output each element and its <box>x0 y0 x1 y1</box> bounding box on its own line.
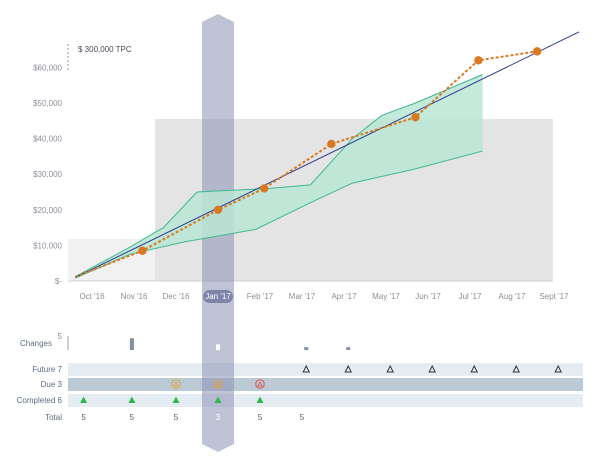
due-milestone-glyph <box>173 381 179 387</box>
y-tick-label: $40,000 <box>33 135 62 144</box>
changes-bar[interactable] <box>346 347 351 350</box>
x-tick-label: Feb '17 <box>247 292 274 301</box>
due-milestone-icon[interactable] <box>171 379 181 389</box>
x-tick-label: Dec '16 <box>163 292 190 301</box>
due-milestone-icon[interactable] <box>255 379 265 389</box>
tracker-row-label: Future 7 <box>32 365 62 374</box>
future-milestone-icon[interactable] <box>302 364 311 373</box>
x-tick-label: Jun '17 <box>415 292 441 301</box>
completed-milestone-icon[interactable] <box>128 396 136 404</box>
changes-label: Changes <box>20 339 52 348</box>
future-milestone-icon[interactable] <box>554 364 563 373</box>
total-value: 5 <box>300 413 305 422</box>
x-axis: Oct '16 Nov '16 Dec '16 Jan '17 Feb '17 Mar '… <box>79 290 569 303</box>
actual-data-point[interactable] <box>411 113 420 122</box>
due-milestone-glyph <box>257 381 263 387</box>
completed-milestone-icon[interactable] <box>80 396 88 404</box>
y-tick-label: $- <box>55 277 62 286</box>
x-tick-label: Aug '17 <box>499 292 526 301</box>
actual-data-point[interactable] <box>213 205 223 214</box>
actual-data-point[interactable] <box>327 139 336 149</box>
tracker-row-future <box>68 363 583 376</box>
forecast-band <box>75 74 483 279</box>
actual-data-point[interactable] <box>474 56 483 65</box>
x-tick-label: Apr '17 <box>331 292 357 301</box>
x-tick-label: Oct '16 <box>79 292 105 301</box>
forecast-band-upper <box>74 74 483 278</box>
plot-area <box>74 31 580 279</box>
x-tick-label: Nov '16 <box>121 292 148 301</box>
due-milestone-glyph <box>215 381 221 387</box>
x-tick-label: Mar '17 <box>289 292 316 301</box>
y-tick-label: $60,000 <box>33 63 62 72</box>
total-value: 5 <box>174 413 179 422</box>
changes-axis-max: 5 <box>58 332 63 341</box>
due-milestone-icon[interactable] <box>213 379 223 389</box>
y-tick-label: $20,000 <box>33 206 62 215</box>
x-tick-label: Sept '17 <box>539 292 569 301</box>
tracker-row-label: Completed 6 <box>17 396 63 405</box>
actual-data-point[interactable] <box>138 246 147 255</box>
total-value: 5 <box>81 413 86 422</box>
total-value: 5 <box>258 413 263 422</box>
selected-date-pill[interactable] <box>203 290 233 303</box>
y-tick-label: $30,000 <box>33 170 62 179</box>
future-milestone-icon[interactable] <box>512 364 521 373</box>
tpc-label: $ 300,000 TPC <box>78 45 132 54</box>
tracker-row-label: Due 3 <box>41 380 63 389</box>
future-milestone-icon[interactable] <box>428 364 437 373</box>
y-tick-label: $50,000 <box>33 99 62 108</box>
total-value: 3 <box>216 413 221 422</box>
tracker-row-completed <box>68 394 583 407</box>
future-milestone-icon[interactable] <box>470 364 479 373</box>
changes-bar[interactable] <box>304 347 309 350</box>
total-row-label: Total <box>45 413 62 422</box>
y-tick-label: $10,000 <box>33 241 62 250</box>
milestone-marks: 5 5 5 3 5 5 <box>80 364 563 422</box>
tracker-row-due <box>68 378 583 391</box>
completed-milestone-icon[interactable] <box>214 396 222 404</box>
total-value: 5 <box>130 413 135 422</box>
tracker-rows: Future 7 Due 3 Completed 6 Total <box>17 363 583 422</box>
y-axis: $- $10,000 $20,000 $30,000 $40,000 $50,000 $60… <box>33 63 62 286</box>
x-tick-label-selected[interactable]: Jan '17 <box>205 292 231 301</box>
x-tick-label: Jul '17 <box>459 292 482 301</box>
completed-milestone-icon[interactable] <box>172 396 180 404</box>
actual-data-point[interactable] <box>260 184 269 193</box>
future-milestone-icon[interactable] <box>344 364 353 373</box>
changes-histogram: 5 Changes <box>20 332 351 350</box>
x-tick-label: May '17 <box>372 292 400 301</box>
completed-milestone-icon[interactable] <box>256 396 264 404</box>
changes-bar[interactable] <box>129 338 134 350</box>
planned-trend-line <box>74 31 580 278</box>
changes-bar-selected[interactable] <box>216 344 220 350</box>
actual-data-point[interactable] <box>533 47 542 56</box>
actual-cost-line <box>74 50 538 278</box>
future-milestone-icon[interactable] <box>386 364 395 373</box>
